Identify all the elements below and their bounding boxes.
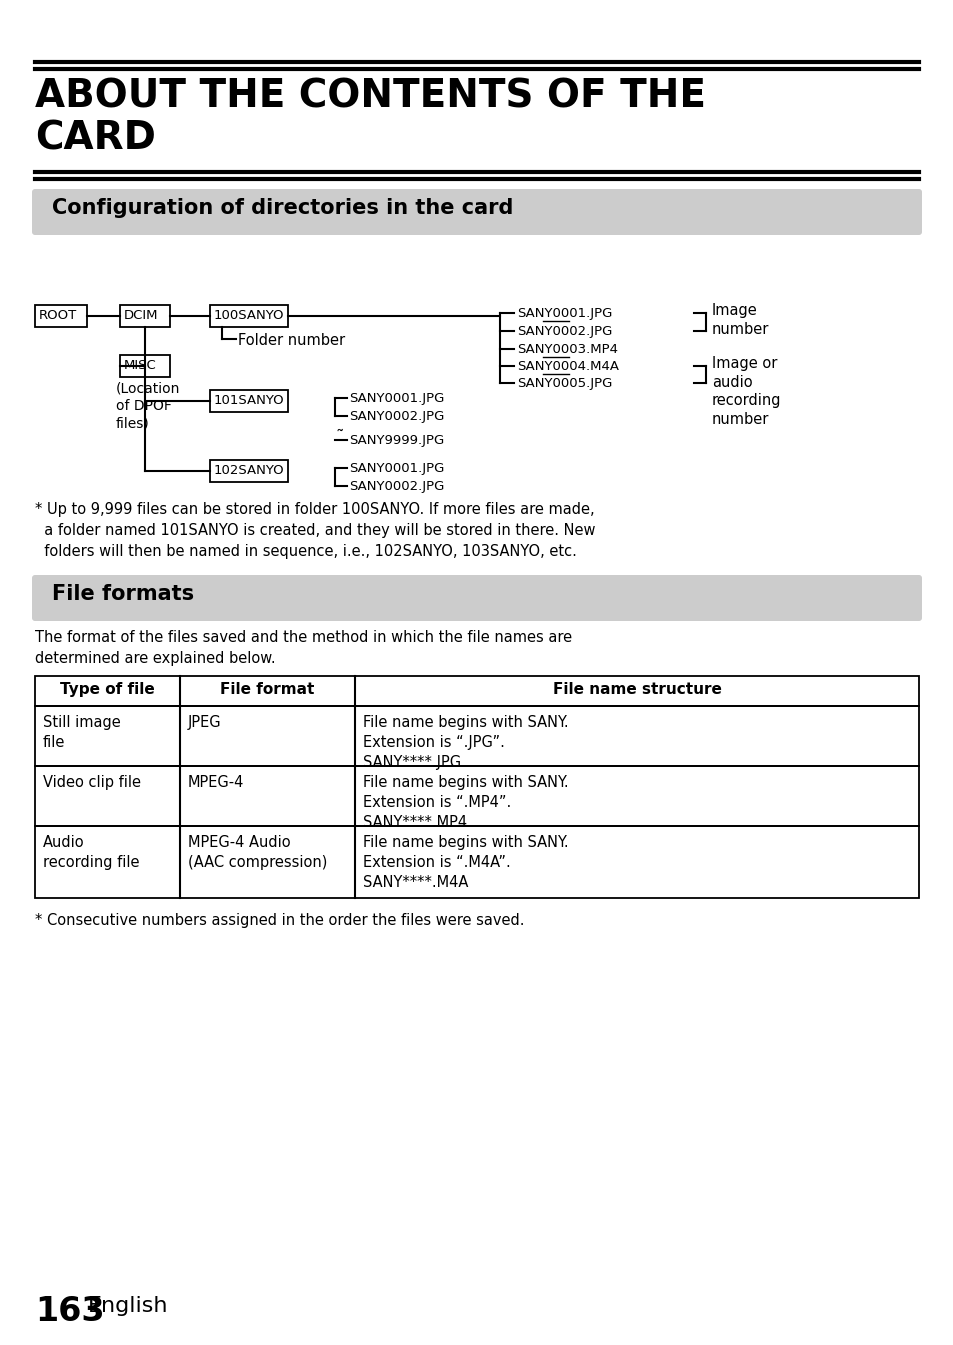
Text: DCIM: DCIM <box>124 309 158 321</box>
Text: SANY0002.JPG: SANY0002.JPG <box>349 410 444 422</box>
Text: File format: File format <box>219 682 314 697</box>
Text: Audio
recording file: Audio recording file <box>43 835 139 870</box>
Bar <box>35 767 918 826</box>
Text: (Location
of DPOF
files): (Location of DPOF files) <box>116 381 180 430</box>
Text: Image or
audio
recording
number: Image or audio recording number <box>711 356 781 426</box>
Text: * Up to 9,999 files can be stored in folder 100SANYO. If more files are made,
  : * Up to 9,999 files can be stored in fol… <box>35 502 595 560</box>
Text: Type of file: Type of file <box>59 682 154 697</box>
Text: MPEG-4 Audio
(AAC compression): MPEG-4 Audio (AAC compression) <box>188 835 327 870</box>
Text: SANY0005.JPG: SANY0005.JPG <box>517 377 612 390</box>
Text: File formats: File formats <box>52 584 193 604</box>
Text: Video clip file: Video clip file <box>43 775 141 790</box>
Text: JPEG: JPEG <box>188 716 221 730</box>
Text: File name begins with SANY.
Extension is “.MP4”.
SANY****.MP4: File name begins with SANY. Extension is… <box>363 775 568 830</box>
Text: CARD: CARD <box>35 120 155 157</box>
Bar <box>35 677 918 706</box>
Bar <box>120 355 170 377</box>
Text: File name structure: File name structure <box>552 682 720 697</box>
Bar <box>35 706 918 767</box>
FancyBboxPatch shape <box>32 576 921 621</box>
Text: SANY0001.JPG: SANY0001.JPG <box>349 461 444 475</box>
Text: Image
number: Image number <box>711 303 768 336</box>
Bar <box>120 305 170 327</box>
Text: * Consecutive numbers assigned in the order the files were saved.: * Consecutive numbers assigned in the or… <box>35 913 524 928</box>
Text: SANY0004.M4A: SANY0004.M4A <box>517 360 618 373</box>
Text: SANY0002.JPG: SANY0002.JPG <box>517 325 612 338</box>
Text: MISC: MISC <box>124 359 156 373</box>
Text: SANY9999.JPG: SANY9999.JPG <box>349 434 444 447</box>
Bar <box>35 305 87 327</box>
Text: The format of the files saved and the method in which the file names are
determi: The format of the files saved and the me… <box>35 629 572 666</box>
Text: MPEG-4: MPEG-4 <box>188 775 244 790</box>
Text: File name begins with SANY.
Extension is “.M4A”.
SANY****.M4A: File name begins with SANY. Extension is… <box>363 835 568 889</box>
Bar <box>210 390 288 412</box>
Text: 163: 163 <box>35 1295 105 1328</box>
Text: 102SANYO: 102SANYO <box>213 464 284 477</box>
Bar <box>210 460 288 482</box>
Text: ˜: ˜ <box>335 429 344 447</box>
Text: SANY0002.JPG: SANY0002.JPG <box>349 480 444 494</box>
Text: Still image
file: Still image file <box>43 716 121 749</box>
Text: 101SANYO: 101SANYO <box>213 394 284 408</box>
Text: ROOT: ROOT <box>39 309 77 321</box>
Bar <box>35 826 918 898</box>
Text: English: English <box>88 1297 169 1315</box>
Text: Folder number: Folder number <box>237 334 345 348</box>
Bar <box>210 305 288 327</box>
Text: SANY0001.JPG: SANY0001.JPG <box>517 307 612 320</box>
Text: SANY0003.MP4: SANY0003.MP4 <box>517 343 618 356</box>
Text: SANY0001.JPG: SANY0001.JPG <box>349 391 444 405</box>
Text: ABOUT THE CONTENTS OF THE: ABOUT THE CONTENTS OF THE <box>35 78 705 116</box>
Text: 100SANYO: 100SANYO <box>213 309 284 321</box>
FancyBboxPatch shape <box>32 190 921 235</box>
Text: Configuration of directories in the card: Configuration of directories in the card <box>52 198 513 218</box>
Text: File name begins with SANY.
Extension is “.JPG”.
SANY****.JPG: File name begins with SANY. Extension is… <box>363 716 568 769</box>
